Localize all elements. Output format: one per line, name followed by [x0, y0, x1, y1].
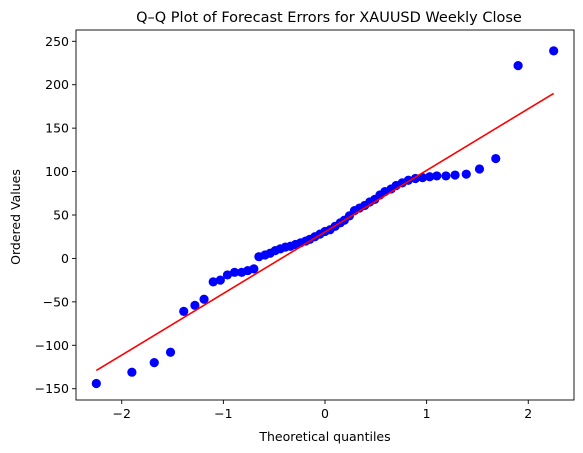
data-point	[432, 171, 442, 181]
data-point	[513, 61, 523, 71]
y-tick-label: −50	[43, 294, 69, 309]
y-tick-label: 250	[45, 34, 69, 49]
data-point	[179, 306, 189, 317]
x-tick-label: 1	[423, 406, 431, 421]
data-point	[229, 267, 240, 277]
data-point	[549, 46, 559, 56]
fit-line	[95, 92, 555, 372]
chart-title: Q–Q Plot of Forecast Errors for XAUUSD W…	[136, 10, 522, 26]
data-point	[208, 277, 218, 287]
data-point	[222, 270, 233, 280]
x-tick-label: 0	[321, 406, 329, 421]
data-point	[425, 172, 435, 182]
y-tick-label: −150	[35, 381, 69, 396]
data-point	[215, 275, 225, 285]
data-point	[441, 171, 451, 181]
data-point	[127, 367, 137, 377]
plot-frame	[75, 29, 575, 401]
data-point	[450, 170, 460, 180]
y-tick-label: 150	[45, 121, 69, 136]
y-tick-label: −100	[35, 338, 69, 353]
data-point	[474, 164, 485, 174]
data-point	[461, 169, 471, 179]
y-tick-label: 200	[45, 77, 69, 92]
axes: −2 −1 0 1 2 −150 −100 −50 0 50 100 150 200 250	[35, 29, 575, 421]
data-point	[491, 153, 501, 164]
data-point	[91, 378, 101, 389]
x-tick-label: −2	[113, 406, 131, 421]
plot-area	[91, 46, 559, 389]
data-point	[165, 347, 176, 357]
y-tick-label: 100	[45, 164, 69, 179]
x-tick-label: −1	[214, 406, 232, 421]
data-point	[190, 300, 200, 310]
data-point	[249, 264, 259, 274]
y-tick-label: 0	[61, 251, 69, 266]
x-tick-label: 2	[524, 406, 532, 421]
y-tick-label: 50	[53, 208, 69, 223]
data-point	[417, 173, 428, 183]
x-axis-label: Theoretical quantiles	[258, 429, 390, 444]
data-point	[199, 294, 209, 304]
y-axis-label: Ordered Values	[8, 169, 23, 265]
data-point	[149, 358, 159, 368]
